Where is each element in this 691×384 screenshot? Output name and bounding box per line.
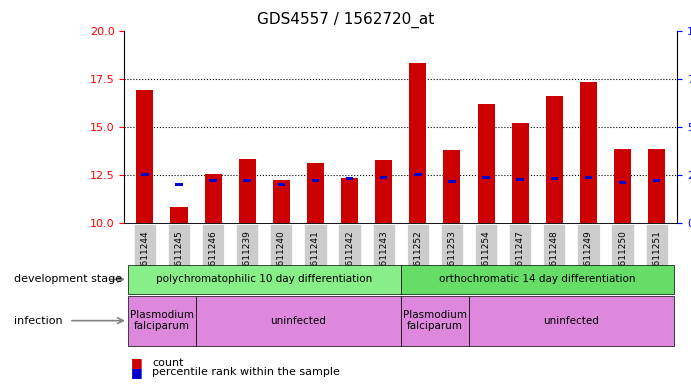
Text: GDS4557 / 1562720_at: GDS4557 / 1562720_at: [257, 12, 434, 28]
Bar: [346, 177, 353, 180]
Bar: [619, 181, 626, 184]
Text: uninfected: uninfected: [543, 316, 599, 326]
Text: polychromatophilic 10 day differentiation: polychromatophilic 10 day differentiatio…: [156, 274, 372, 285]
Text: count: count: [152, 358, 184, 368]
Bar: [243, 179, 251, 182]
Bar: [380, 176, 388, 179]
Bar: [209, 179, 217, 182]
Bar: [341, 177, 358, 223]
Text: ■: ■: [131, 356, 143, 369]
Bar: [375, 161, 392, 223]
Text: Plasmodium
falciparum: Plasmodium falciparum: [403, 310, 467, 331]
Text: development stage: development stage: [14, 274, 122, 285]
Bar: [238, 159, 256, 223]
Bar: [614, 149, 631, 223]
Bar: [653, 179, 661, 182]
Bar: [477, 104, 495, 223]
Bar: [176, 183, 182, 186]
Text: Plasmodium
falciparum: Plasmodium falciparum: [130, 310, 194, 331]
Bar: [141, 173, 149, 177]
Text: orthochromatic 14 day differentiation: orthochromatic 14 day differentiation: [439, 274, 636, 285]
Bar: [273, 180, 290, 223]
Bar: [482, 176, 490, 179]
Bar: [516, 178, 524, 181]
Text: infection: infection: [14, 316, 62, 326]
Text: ■: ■: [131, 366, 143, 379]
Text: uninfected: uninfected: [270, 316, 326, 326]
Bar: [312, 179, 319, 182]
Bar: [551, 177, 558, 180]
Bar: [546, 96, 563, 223]
Bar: [307, 163, 324, 223]
Bar: [580, 81, 597, 223]
Bar: [414, 173, 422, 177]
Bar: [136, 90, 153, 223]
Bar: [511, 123, 529, 223]
Bar: [278, 183, 285, 186]
Bar: [444, 150, 460, 223]
Bar: [448, 180, 456, 183]
Bar: [648, 149, 665, 223]
Text: percentile rank within the sample: percentile rank within the sample: [152, 367, 340, 377]
Bar: [205, 174, 222, 223]
Bar: [409, 63, 426, 223]
Bar: [585, 176, 592, 179]
Bar: [171, 207, 187, 223]
